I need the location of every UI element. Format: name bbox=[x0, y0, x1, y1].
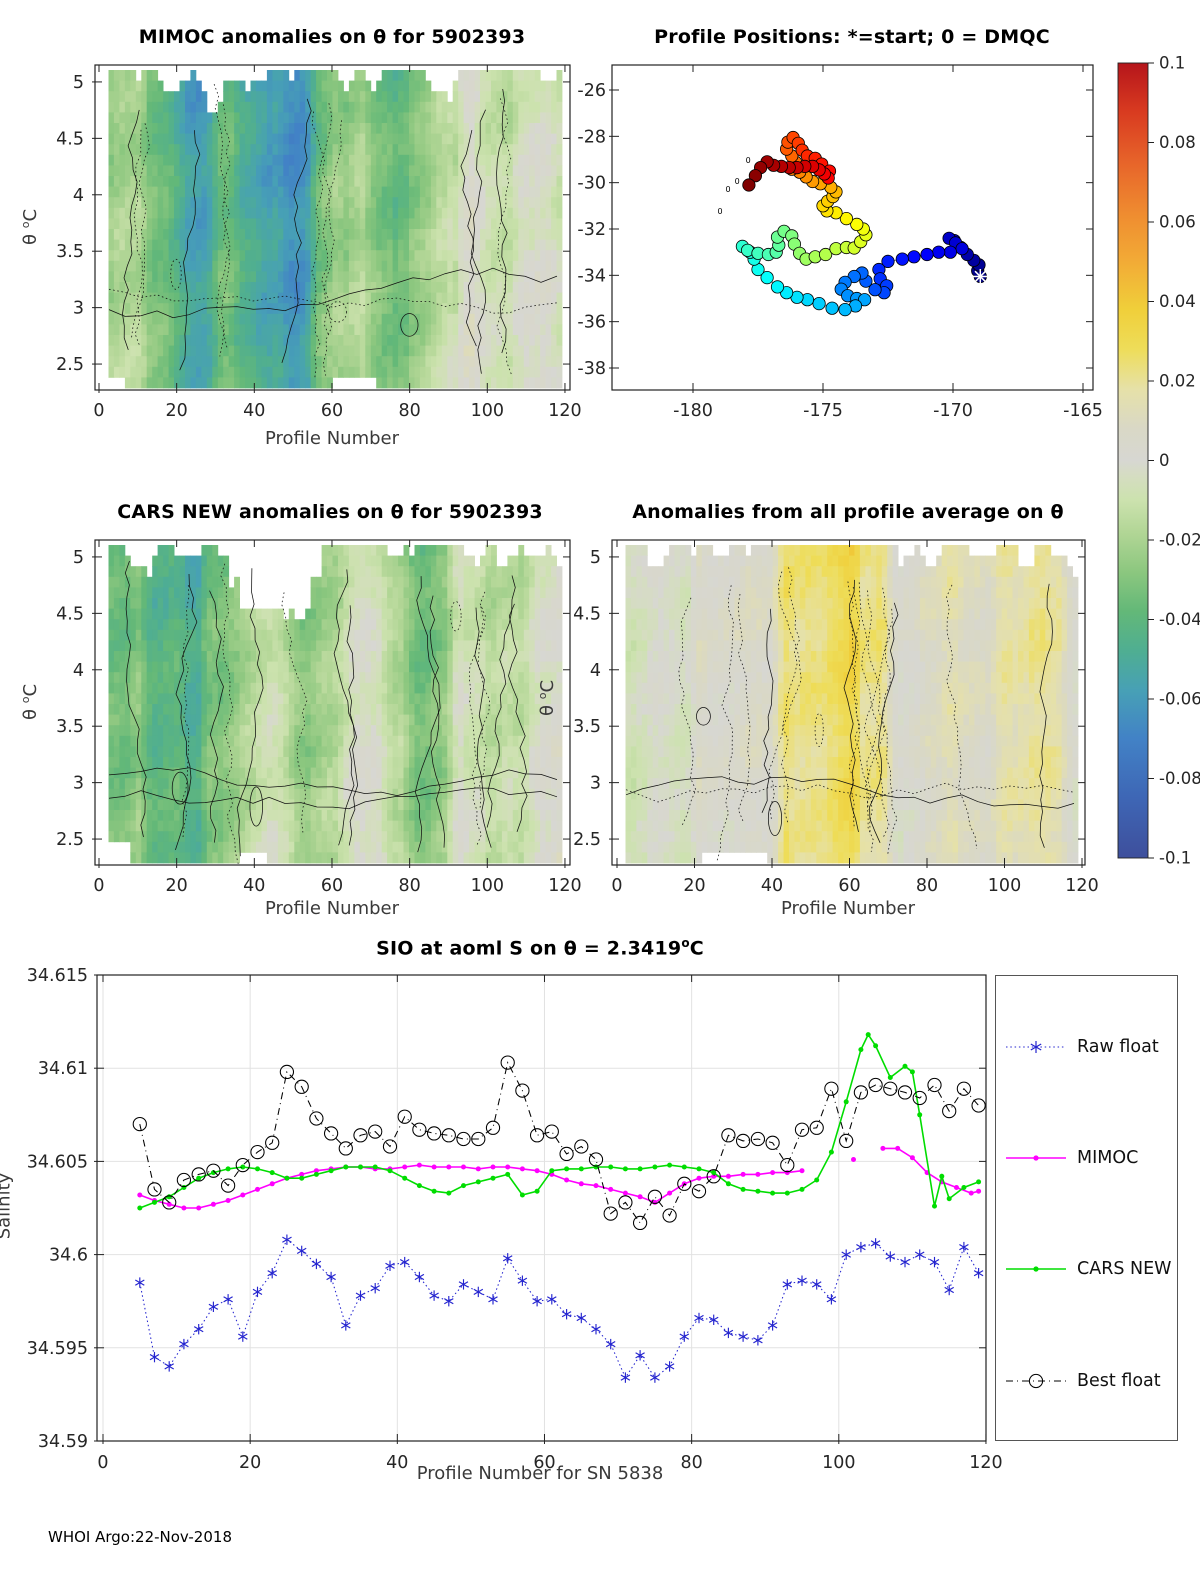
svg-text:-38: -38 bbox=[577, 359, 606, 379]
svg-text:20: 20 bbox=[166, 401, 188, 421]
svg-text:4.5: 4.5 bbox=[56, 129, 84, 149]
xlabel-average: Profile Number bbox=[781, 898, 915, 919]
xlabel-mimoc: Profile Number bbox=[265, 428, 399, 449]
svg-text:-180: -180 bbox=[673, 401, 713, 421]
legend: Raw float MIMOC CARS NEW Best float bbox=[995, 975, 1178, 1441]
salinity-title-unit: C bbox=[689, 937, 704, 960]
legend-label-cars-new: CARS NEW bbox=[1077, 1259, 1172, 1279]
ylabel-average: θ oC bbox=[536, 679, 558, 717]
legend-item-cars-new: CARS NEW bbox=[1004, 1256, 1171, 1282]
svg-text:-36: -36 bbox=[577, 313, 606, 333]
heatmap-mimoc-anomalies: 0 20 40 60 80 100 120 5 4.5 4 3.5 3 2.5 bbox=[56, 64, 582, 421]
best-float-line-icon bbox=[1006, 1373, 1066, 1389]
svg-text:-26: -26 bbox=[577, 81, 606, 101]
legend-label-best-float: Best float bbox=[1077, 1371, 1161, 1391]
colorbar: 0.10.080.060.040.020-0.02-0.04-0.06-0.08… bbox=[1117, 54, 1200, 868]
svg-text:-28: -28 bbox=[577, 127, 606, 147]
svg-text:3.5: 3.5 bbox=[56, 242, 84, 262]
legend-item-raw-float: Raw float bbox=[1004, 1034, 1159, 1060]
dmqc-zero-mark: 0 bbox=[717, 207, 722, 216]
legend-label-mimoc: MIMOC bbox=[1077, 1148, 1139, 1168]
raw-float-line-icon bbox=[1006, 1041, 1066, 1053]
xlabel-cars: Profile Number bbox=[265, 898, 399, 919]
legend-label-raw-float: Raw float bbox=[1077, 1037, 1159, 1057]
mimoc-line-icon bbox=[1006, 1155, 1066, 1161]
svg-text:80: 80 bbox=[398, 401, 420, 421]
svg-text:-32: -32 bbox=[577, 220, 606, 240]
dmqc-zero-mark: 0 bbox=[735, 177, 740, 186]
svg-text:2.5: 2.5 bbox=[56, 355, 84, 375]
svg-text:60: 60 bbox=[321, 401, 343, 421]
svg-text:40: 40 bbox=[243, 401, 265, 421]
svg-text:-30: -30 bbox=[577, 174, 606, 194]
svg-text:120: 120 bbox=[548, 401, 581, 421]
panel-title-positions: Profile Positions: *=start; 0 = DMQC bbox=[654, 26, 1050, 48]
panel-title-cars: CARS NEW anomalies on θ for 5902393 bbox=[117, 501, 543, 523]
svg-text:100: 100 bbox=[471, 401, 504, 421]
svg-text:-170: -170 bbox=[933, 401, 973, 421]
ylabel-cars: θ oC bbox=[19, 683, 41, 721]
figure-footer-timestamp: WHOI Argo:22-Nov-2018 bbox=[48, 1528, 232, 1546]
svg-text:-175: -175 bbox=[803, 401, 843, 421]
salinity-chart: 0 20 40 60 80 100 12034.61534.6134.60534.634.5… bbox=[27, 966, 1003, 1473]
panel-title-salinity: SIO at aoml S on θ = 2.3419oC bbox=[376, 936, 704, 959]
cars-new-line-icon bbox=[1006, 1266, 1066, 1272]
svg-text:-34: -34 bbox=[577, 266, 606, 286]
xlabel-salinity: Profile Number for SN 5838 bbox=[416, 1463, 664, 1484]
panel-title-mimoc: MIMOC anomalies on θ for 5902393 bbox=[138, 26, 526, 48]
ylabel-mimoc: θ oC bbox=[19, 208, 41, 246]
salinity-title-sup: o bbox=[681, 936, 690, 950]
ylabel-salinity: Salinity bbox=[0, 1172, 15, 1240]
legend-item-best-float: Best float bbox=[1004, 1368, 1161, 1394]
dmqc-zero-mark: 0 bbox=[726, 185, 731, 194]
svg-text:5: 5 bbox=[73, 73, 84, 93]
start-asterisk-marker bbox=[974, 270, 987, 283]
svg-text:3: 3 bbox=[73, 299, 84, 319]
svg-text:4: 4 bbox=[73, 186, 84, 206]
svg-text:-165: -165 bbox=[1063, 401, 1103, 421]
panel-title-average: Anomalies from all profile average on θ bbox=[632, 501, 1064, 523]
legend-item-mimoc: MIMOC bbox=[1004, 1145, 1138, 1171]
svg-text:0: 0 bbox=[93, 401, 104, 421]
dmqc-zero-mark: 0 bbox=[746, 156, 751, 165]
salinity-title-text: SIO at aoml S on θ = 2.3419 bbox=[376, 937, 682, 960]
